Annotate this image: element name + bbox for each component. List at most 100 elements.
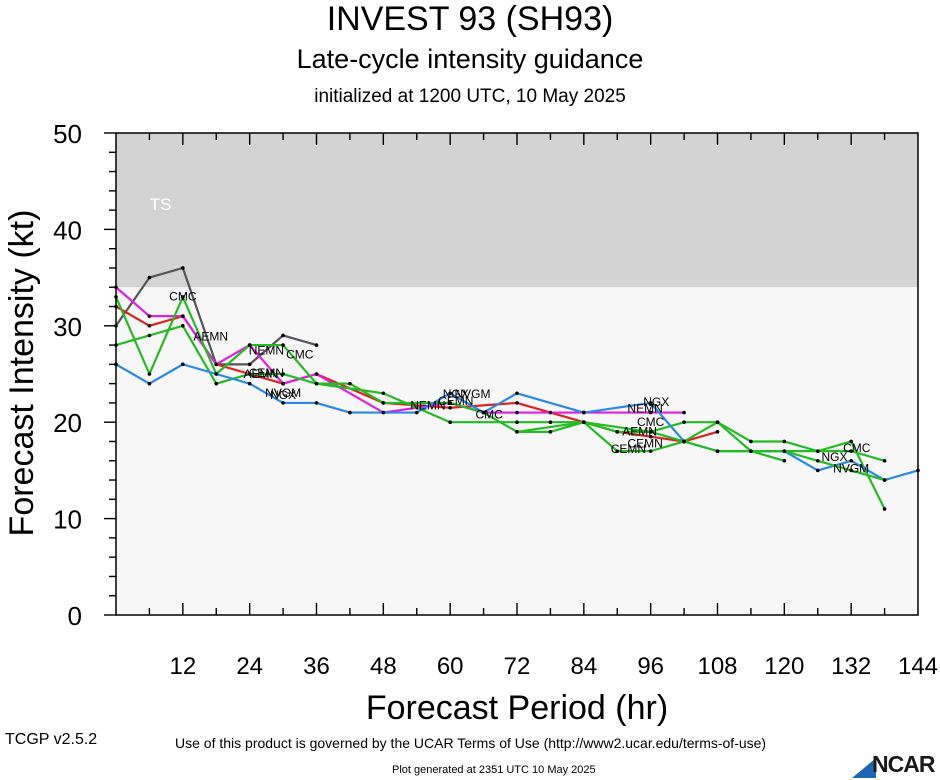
data-point-cemn — [682, 420, 686, 425]
y-tick-label: 40 — [53, 215, 82, 245]
series-label-nvgm: NVGM — [833, 461, 869, 475]
data-point-nemn — [214, 381, 219, 386]
data-point-ngx — [648, 401, 653, 405]
data-point-cemn — [782, 458, 787, 463]
series-label-nvgm: NVGM — [265, 386, 301, 400]
x-tick-label: 36 — [303, 653, 330, 680]
data-point-cmc — [181, 266, 185, 270]
data-point-nemn — [615, 449, 620, 453]
series-line-nvgm — [517, 421, 885, 482]
series-label-aemn: AEMN — [622, 425, 657, 439]
data-point-nvgm — [682, 439, 686, 444]
series-label-cmc: CMC — [286, 348, 314, 362]
series-label: CEMN — [611, 442, 646, 456]
data-point-aemn — [648, 434, 653, 439]
series-label-ngx: NGX — [270, 388, 296, 402]
data-point-aemn — [147, 324, 152, 328]
data-point-nvgm — [214, 362, 219, 367]
data-point-cmc — [849, 449, 853, 453]
data-point-ngx — [481, 410, 486, 415]
series-line-cemn — [114, 295, 785, 462]
version-label: TCGP v2.5.2 — [5, 731, 98, 748]
ncar-logo: NCAR — [852, 751, 936, 778]
x-tick-label: 108 — [697, 653, 737, 680]
data-point-ngx — [582, 410, 586, 415]
data-point-ngx — [314, 401, 319, 405]
data-point-cmc — [147, 275, 152, 280]
ncar-logo-text: NCAR — [872, 751, 935, 777]
data-point-ngx — [348, 410, 352, 415]
data-point-nemn — [882, 507, 887, 511]
y-tick-label: 50 — [53, 119, 82, 149]
data-point-ngx — [849, 458, 853, 463]
y-axis-label: Forecast Intensity (kt) — [3, 210, 41, 537]
data-point-nemn — [782, 439, 787, 444]
terms-of-use-text: Use of this product is governed by the U… — [175, 735, 767, 751]
series-label-cmc: CMC — [475, 407, 503, 421]
series-label-cemn: CEMN — [249, 366, 284, 380]
series-label-ngx: NGX — [443, 387, 469, 401]
data-point-aemn — [448, 405, 452, 410]
generated-time: Plot generated at 2351 UTC 10 May 2025 — [392, 764, 596, 776]
series-label-cmc: CMC — [169, 290, 197, 304]
y-tick-label: 10 — [53, 505, 82, 535]
series-label-cemn: CEMN — [627, 436, 662, 450]
data-point-cemn — [281, 343, 285, 347]
data-point-cmc — [281, 333, 285, 338]
data-point-nemn — [448, 420, 452, 425]
data-point-cmc — [314, 343, 319, 347]
data-point-nemn — [281, 372, 285, 376]
series-label-nemn: NEMN — [410, 399, 445, 413]
data-point-cmc — [782, 449, 787, 453]
data-point-nvgm — [281, 381, 285, 386]
data-point-nemn — [247, 372, 252, 376]
x-tick-label: 72 — [504, 653, 531, 680]
data-point-ngx — [448, 391, 452, 396]
data-point-nvgm — [849, 468, 853, 473]
data-point-nemn — [515, 420, 519, 425]
y-tick-label: 20 — [53, 408, 82, 438]
chart-title: INVEST 93 (SH93) — [326, 0, 614, 38]
data-point-cemn — [147, 372, 152, 376]
data-point-ngx — [214, 372, 219, 376]
x-tick-label: 96 — [637, 653, 664, 680]
series-label-aemn: AEMN — [243, 367, 278, 381]
data-point-nvgm — [381, 410, 386, 415]
data-point-nvgm — [515, 410, 519, 415]
data-point-nvgm — [615, 430, 620, 434]
data-point-nvgm — [314, 372, 319, 376]
data-point-nemn — [749, 439, 753, 444]
series-label-nvgm: NVGM — [454, 387, 490, 401]
data-point-nvgm — [882, 478, 887, 482]
x-tick-label: 120 — [764, 653, 804, 680]
x-tick-label: 132 — [831, 653, 871, 680]
ts-band-label: TS — [150, 195, 172, 214]
data-point-aemn — [548, 410, 553, 415]
data-point-nvgm — [582, 420, 586, 425]
series-label-cmc: CMC — [637, 415, 665, 429]
x-tick-label: 60 — [437, 653, 464, 680]
data-point-ngx — [515, 391, 519, 396]
data-point-nvgm — [682, 410, 686, 415]
data-point-cemn — [247, 343, 252, 347]
series-label-nemn: NEMN — [627, 402, 662, 416]
data-point-nvgm — [515, 430, 519, 434]
data-point-ngx — [247, 381, 252, 386]
series-label-ngx: NGX — [821, 450, 847, 464]
data-point-cmc — [815, 449, 820, 453]
series-label-cmc: CMC — [843, 441, 871, 455]
data-point-cemn — [448, 401, 452, 405]
x-tick-label: 12 — [169, 653, 196, 680]
x-tick-label: 24 — [236, 653, 263, 680]
data-point-cemn — [348, 381, 352, 386]
series-line-nvgm — [115, 286, 685, 414]
x-axis-label: Forecast Period (hr) — [366, 689, 668, 727]
data-point-nemn — [648, 449, 653, 453]
chart-subtitle: Late-cycle intensity guidance — [296, 44, 644, 74]
data-point-nvgm — [815, 458, 820, 463]
init-time: initialized at 1200 UTC, 10 May 2025 — [314, 86, 626, 107]
x-tick-label: 144 — [898, 653, 938, 680]
y-tick-label: 30 — [53, 312, 82, 342]
data-point-cemn — [381, 401, 386, 405]
